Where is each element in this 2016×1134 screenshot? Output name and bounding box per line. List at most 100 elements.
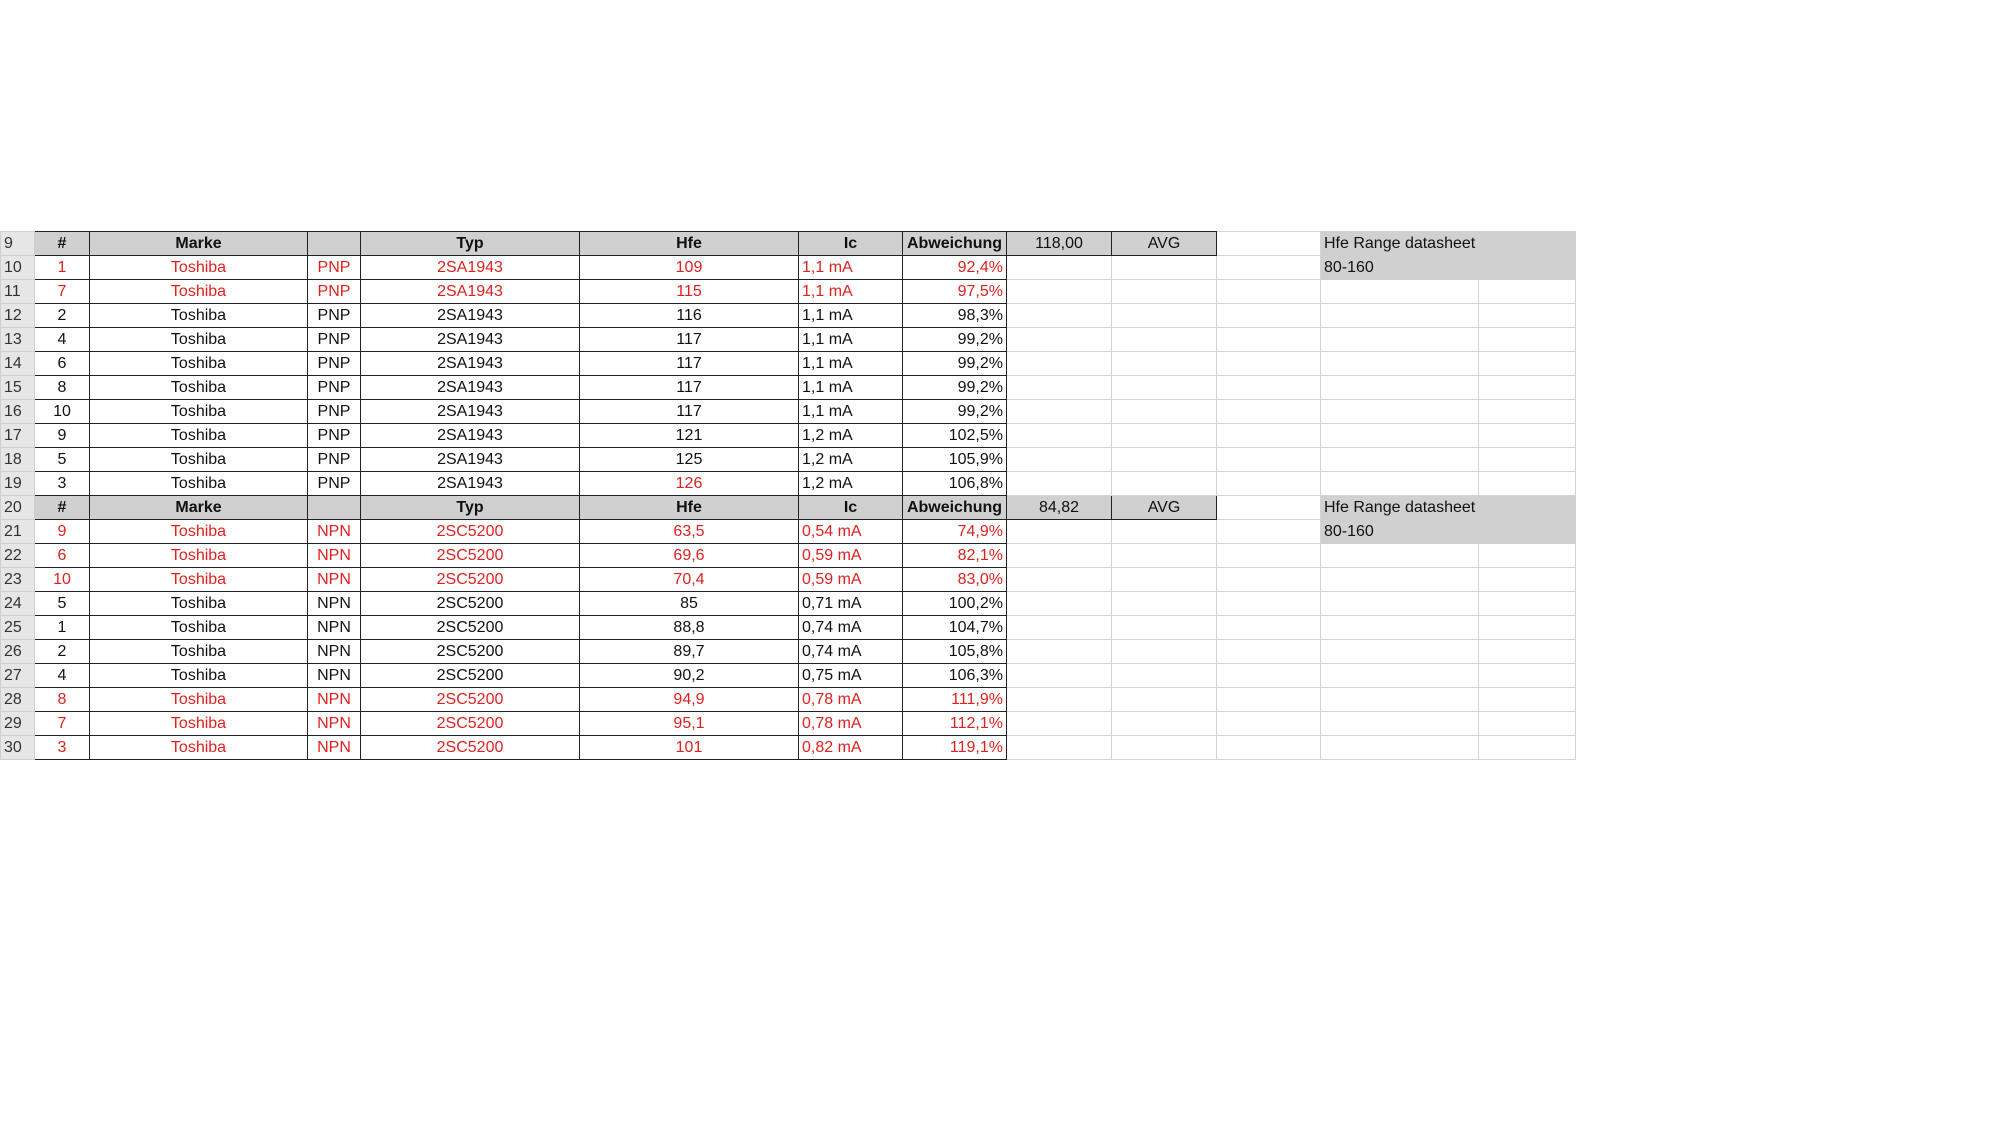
- empty-cell[interactable]: [1319, 327, 1480, 352]
- cell-type[interactable]: 2SA1943: [360, 327, 580, 352]
- row-number[interactable]: 14: [0, 351, 35, 376]
- cell-deviation[interactable]: 74,9%: [902, 519, 1007, 544]
- row-number[interactable]: 26: [0, 639, 35, 664]
- cell-number[interactable]: 2: [34, 303, 90, 328]
- cell-type[interactable]: 2SC5200: [360, 615, 580, 640]
- empty-cell[interactable]: [1319, 591, 1480, 616]
- empty-cell[interactable]: [1216, 303, 1321, 328]
- cell-ic[interactable]: 1,2 mA: [798, 471, 903, 496]
- cell-type[interactable]: 2SC5200: [360, 687, 580, 712]
- empty-cell[interactable]: [1319, 279, 1480, 304]
- cell-type[interactable]: 2SA1943: [360, 399, 580, 424]
- row-number[interactable]: 19: [0, 471, 35, 496]
- empty-cell[interactable]: [1006, 711, 1112, 736]
- row-number[interactable]: 12: [0, 303, 35, 328]
- cell-brand[interactable]: Toshiba: [89, 375, 308, 400]
- empty-cell[interactable]: [1319, 399, 1480, 424]
- row-number[interactable]: 30: [0, 735, 35, 760]
- empty-cell[interactable]: [1111, 591, 1217, 616]
- empty-cell[interactable]: [1006, 735, 1112, 760]
- empty-cell[interactable]: [1319, 639, 1480, 664]
- cell-polarity[interactable]: PNP: [307, 399, 361, 424]
- empty-cell[interactable]: [1319, 447, 1480, 472]
- cell-polarity[interactable]: PNP: [307, 447, 361, 472]
- empty-cell[interactable]: [1478, 615, 1577, 640]
- cell-type[interactable]: 2SC5200: [360, 519, 580, 544]
- info-range[interactable]: 80-160: [1319, 255, 1480, 280]
- column-header-ic[interactable]: Ic: [798, 231, 903, 256]
- empty-cell[interactable]: [1111, 567, 1217, 592]
- cell-brand[interactable]: Toshiba: [89, 663, 308, 688]
- empty-cell[interactable]: [1478, 687, 1577, 712]
- cell-brand[interactable]: Toshiba: [89, 447, 308, 472]
- empty-cell[interactable]: [1319, 351, 1480, 376]
- cell-polarity[interactable]: NPN: [307, 519, 361, 544]
- cell-deviation[interactable]: 105,8%: [902, 639, 1007, 664]
- empty-cell[interactable]: [1111, 687, 1217, 712]
- info-range[interactable]: 80-160: [1319, 519, 1480, 544]
- column-header-hfe[interactable]: Hfe: [579, 495, 799, 520]
- cell-brand[interactable]: Toshiba: [89, 399, 308, 424]
- row-number[interactable]: 15: [0, 375, 35, 400]
- empty-cell[interactable]: [1478, 351, 1577, 376]
- cell-type[interactable]: 2SC5200: [360, 663, 580, 688]
- average-value[interactable]: 118,00: [1006, 231, 1112, 256]
- empty-cell[interactable]: [1111, 663, 1217, 688]
- cell-hfe[interactable]: 63,5: [579, 519, 799, 544]
- empty-cell[interactable]: [1006, 567, 1112, 592]
- cell-type[interactable]: 2SA1943: [360, 471, 580, 496]
- cell-deviation[interactable]: 119,1%: [902, 735, 1007, 760]
- cell-polarity[interactable]: PNP: [307, 255, 361, 280]
- cell-number[interactable]: 5: [34, 591, 90, 616]
- info-cell[interactable]: [1478, 519, 1577, 544]
- empty-cell[interactable]: [1216, 615, 1321, 640]
- cell-brand[interactable]: Toshiba: [89, 471, 308, 496]
- empty-cell[interactable]: [1111, 639, 1217, 664]
- empty-cell[interactable]: [1319, 615, 1480, 640]
- cell-hfe[interactable]: 95,1: [579, 711, 799, 736]
- empty-cell[interactable]: [1478, 303, 1577, 328]
- empty-cell[interactable]: [1478, 735, 1577, 760]
- cell-deviation[interactable]: 111,9%: [902, 687, 1007, 712]
- empty-cell[interactable]: [1319, 543, 1480, 568]
- cell-ic[interactable]: 0,71 mA: [798, 591, 903, 616]
- empty-cell[interactable]: [1111, 375, 1217, 400]
- empty-cell[interactable]: [1006, 519, 1112, 544]
- cell-hfe[interactable]: 117: [579, 351, 799, 376]
- empty-cell[interactable]: [1006, 423, 1112, 448]
- cell-hfe[interactable]: 70,4: [579, 567, 799, 592]
- empty-cell[interactable]: [1111, 399, 1217, 424]
- row-number[interactable]: 18: [0, 447, 35, 472]
- empty-cell[interactable]: [1111, 423, 1217, 448]
- cell-hfe[interactable]: 117: [579, 375, 799, 400]
- empty-cell[interactable]: [1319, 663, 1480, 688]
- cell-hfe[interactable]: 117: [579, 327, 799, 352]
- column-header-ic[interactable]: Ic: [798, 495, 903, 520]
- empty-cell[interactable]: [1006, 399, 1112, 424]
- cell-ic[interactable]: 1,1 mA: [798, 255, 903, 280]
- cell-brand[interactable]: Toshiba: [89, 711, 308, 736]
- cell-deviation[interactable]: 99,2%: [902, 399, 1007, 424]
- empty-cell[interactable]: [1111, 735, 1217, 760]
- cell-number[interactable]: 10: [34, 567, 90, 592]
- empty-cell[interactable]: [1478, 375, 1577, 400]
- empty-cell[interactable]: [1006, 591, 1112, 616]
- column-header-deviation[interactable]: Abweichung: [902, 231, 1007, 256]
- column-header-brand[interactable]: Marke: [89, 495, 308, 520]
- row-number[interactable]: 11: [0, 279, 35, 304]
- cell-ic[interactable]: 0,59 mA: [798, 567, 903, 592]
- empty-cell[interactable]: [1006, 687, 1112, 712]
- empty-cell[interactable]: [1216, 687, 1321, 712]
- cell-type[interactable]: 2SA1943: [360, 255, 580, 280]
- cell-type[interactable]: 2SC5200: [360, 639, 580, 664]
- empty-cell[interactable]: [1478, 447, 1577, 472]
- empty-cell[interactable]: [1006, 639, 1112, 664]
- empty-cell[interactable]: [1216, 519, 1321, 544]
- empty-cell[interactable]: [1319, 423, 1480, 448]
- cell-hfe[interactable]: 126: [579, 471, 799, 496]
- empty-cell[interactable]: [1111, 303, 1217, 328]
- empty-cell[interactable]: [1006, 447, 1112, 472]
- cell-brand[interactable]: Toshiba: [89, 591, 308, 616]
- cell-polarity[interactable]: NPN: [307, 543, 361, 568]
- cell-polarity[interactable]: NPN: [307, 687, 361, 712]
